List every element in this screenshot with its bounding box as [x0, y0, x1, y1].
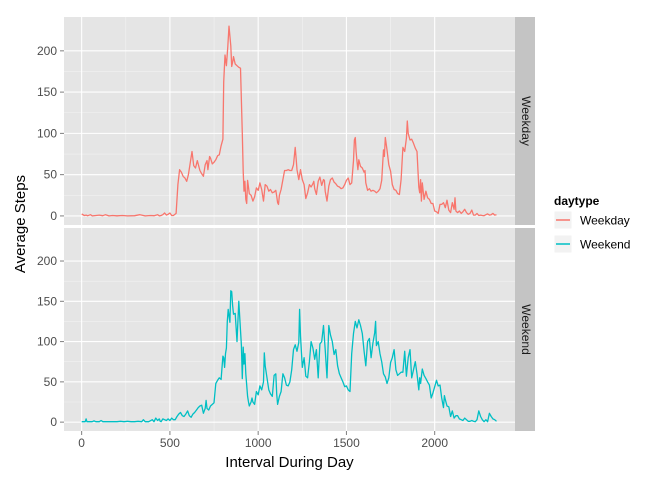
y-tick-label: 150: [37, 294, 57, 308]
facet-strip: [515, 228, 535, 431]
series-layer: [81, 25, 497, 217]
legend-item-weekday: Weekday: [553, 210, 630, 230]
series-line-weekend: [81, 290, 497, 423]
facet-strip-label: Weekday: [519, 96, 533, 146]
x-tick-label: 500: [160, 436, 180, 450]
panel-background: [64, 17, 515, 225]
legend-title: daytype: [554, 194, 600, 208]
x-axis: 0 500 1000 1500 2000: [78, 431, 448, 450]
y-axis-title: Average Steps: [12, 175, 29, 273]
gridlines: [64, 17, 515, 225]
legend: daytype Weekday Weekend: [553, 194, 630, 254]
series-line-weekday: [81, 25, 497, 217]
x-axis-title: Interval During Day: [225, 454, 354, 471]
y-tick-label: 0: [50, 415, 57, 429]
y-tick-label: 100: [37, 126, 57, 140]
x-tick-label: 2000: [421, 436, 448, 450]
y-tick-label: 150: [37, 85, 57, 99]
legend-label: Weekday: [580, 214, 630, 228]
x-tick-label: 0: [78, 436, 85, 450]
legend-item-weekend: Weekend: [553, 234, 630, 254]
panel-weekend: 0 50 100 150 200 Weekend: [37, 228, 535, 431]
y-tick-label: 50: [44, 168, 58, 182]
x-tick-label: 1000: [245, 436, 272, 450]
y-tick-label: 200: [37, 254, 57, 268]
y-tick-label: 200: [37, 44, 57, 58]
panel-weekday: 0 50 100 150 200 Weekday: [37, 17, 535, 225]
y-tick-label: 0: [50, 209, 57, 223]
series-layer: [81, 290, 497, 423]
y-tick-label: 100: [37, 335, 57, 349]
y-tick-label: 50: [44, 375, 58, 389]
x-tick-label: 1500: [333, 436, 360, 450]
panel-background: [64, 228, 515, 431]
y-axis: 0 50 100 150 200: [37, 44, 64, 223]
legend-label: Weekend: [580, 238, 630, 252]
y-axis: 0 50 100 150 200: [37, 254, 64, 429]
facet-strip: [515, 17, 535, 225]
facet-strip-label: Weekend: [519, 304, 533, 354]
